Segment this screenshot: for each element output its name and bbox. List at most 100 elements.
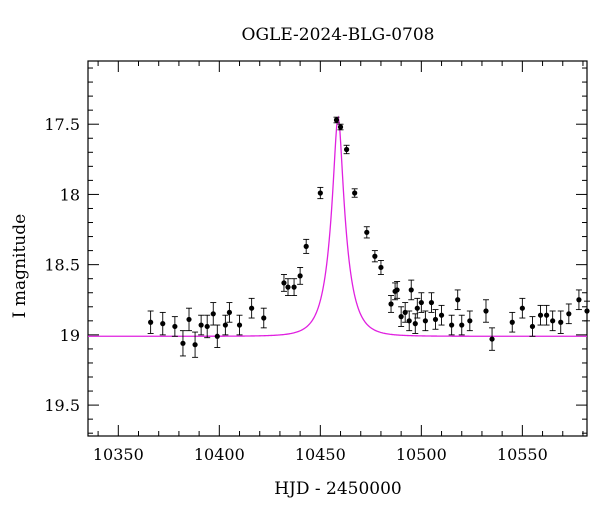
point-marker [249,305,255,311]
data-point [222,314,229,336]
data-point [159,311,166,336]
data-point [509,311,516,333]
point-marker [364,229,370,235]
data-point [192,331,199,358]
x-tick-labels: 10350 10400 10450 10500 10550 [93,445,548,464]
y-axis-label: I magnitude [10,214,30,318]
data-point [466,310,473,332]
data-point [432,309,439,330]
point-marker [483,308,489,314]
point-marker [378,264,384,271]
y-tick-label: 18 [60,185,80,204]
x-tick-label: 10550 [497,445,548,464]
data-point [428,292,435,313]
point-marker [584,308,590,314]
point-marker [160,321,166,327]
model-curve-group [88,115,587,337]
point-marker [422,318,428,324]
x-tick-label: 10500 [396,445,447,464]
point-marker [236,322,243,328]
point-marker [543,312,550,318]
point-marker [303,243,309,249]
point-marker [438,312,445,318]
plot-frame [87,60,588,437]
point-marker [398,314,404,320]
data-point [418,292,425,313]
point-marker [519,305,525,311]
point-marker [148,319,154,325]
point-marker [186,316,192,323]
data-point [280,274,287,292]
point-marker [172,323,178,330]
data-point [351,188,358,198]
point-marker [455,297,461,303]
data-point [371,250,378,263]
data-point [408,279,415,301]
point-marker [537,312,544,318]
data-point [458,314,465,336]
point-marker [418,299,424,306]
data-point [489,327,496,351]
point-marker [394,287,400,293]
data-point [214,324,221,348]
point-marker [489,336,495,342]
data-point [388,295,395,313]
point-marker [414,305,420,311]
data-point [248,297,255,319]
point-marker [333,117,340,123]
point-marker [388,301,394,307]
data-point [226,302,233,323]
data-point [414,297,421,319]
data-point [179,330,186,357]
data-point [333,116,340,124]
point-marker [432,316,439,323]
data-point [186,307,193,332]
data-point [454,289,461,311]
y-tick-label: 19.5 [44,396,80,415]
data-point [337,123,344,131]
point-marker [297,273,303,279]
data-point [297,267,304,285]
data-point [448,314,455,336]
data-point [394,281,401,299]
data-point [236,314,243,336]
y-tick-label: 18.5 [44,256,80,275]
point-marker [291,284,297,290]
axis-ticks [88,61,587,436]
point-marker [529,323,536,330]
point-marker [406,318,412,324]
x-tick-label: 10400 [194,445,245,464]
point-marker [285,284,291,290]
data-point [519,297,526,319]
data-point [291,278,298,297]
data-point [147,310,154,334]
data-point [529,316,536,337]
point-marker [281,280,287,286]
point-marker [180,340,186,346]
data-point [438,304,445,326]
point-marker [198,322,204,328]
point-marker [558,319,564,325]
chart-title: OGLE-2024-BLG-0708 [242,25,435,45]
data-point [377,259,384,275]
point-marker [509,319,515,325]
data-point [171,316,178,337]
y-tick-label: 19 [60,326,80,345]
data-point [285,278,292,297]
point-marker [449,322,455,328]
point-marker [192,342,198,348]
y-tick-labels: 17.5 18 18.5 19 19.5 [44,115,80,415]
y-tick-label: 17.5 [44,115,80,134]
data-point [537,304,544,326]
data-point [363,226,370,239]
point-marker [352,190,358,196]
model-curve [88,115,587,337]
point-marker [222,322,228,328]
point-marker [204,323,210,330]
data-point [406,310,413,332]
data-point [549,310,556,332]
data-point [398,306,405,327]
point-marker [550,318,556,324]
point-marker [576,297,582,303]
